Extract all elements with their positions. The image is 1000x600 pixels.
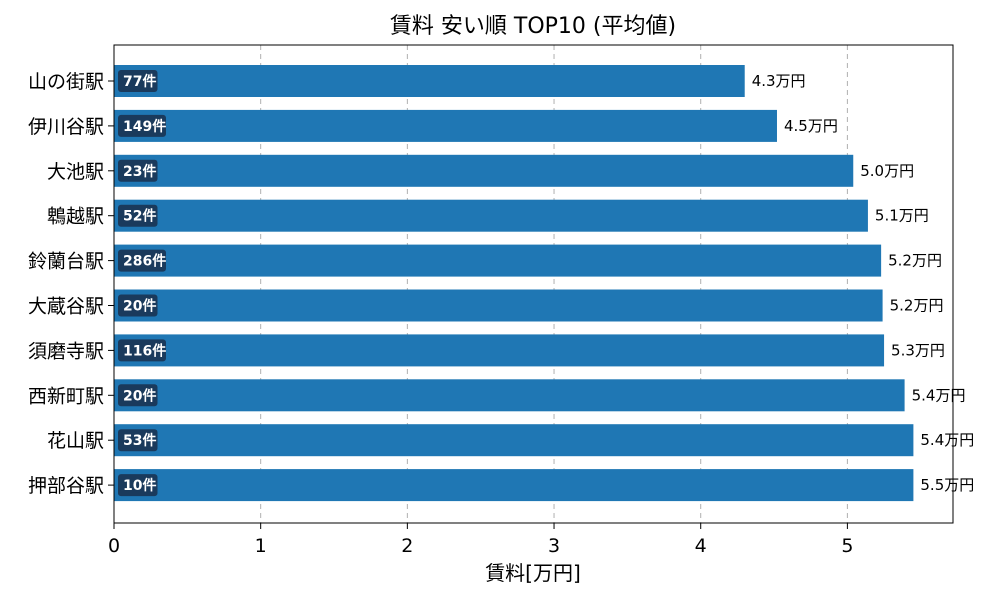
category-label-5: 鈴蘭台駅 bbox=[28, 251, 104, 273]
category-label-10: 押部谷駅 bbox=[28, 475, 104, 497]
bar-3 bbox=[114, 154, 854, 187]
category-label-9: 花山駅 bbox=[47, 430, 104, 452]
value-label-9: 5.4万円 bbox=[920, 431, 974, 449]
count-badge-3 bbox=[118, 159, 158, 182]
value-label-2: 4.5万円 bbox=[784, 117, 838, 135]
x-axis: 0 1 2 3 4 5 bbox=[108, 523, 853, 557]
value-label-5: 5.2万円 bbox=[888, 252, 942, 270]
x-tick-label-0: 0 bbox=[108, 535, 120, 557]
bar-8 bbox=[114, 379, 905, 412]
x-tick-label-3: 3 bbox=[548, 535, 560, 557]
category-label-1: 山の街駅 bbox=[28, 71, 104, 93]
chart-title: 賃料 安い順 TOP10 (平均値) bbox=[390, 14, 676, 39]
category-label-8: 西新町駅 bbox=[28, 385, 104, 407]
value-label-1: 4.3万円 bbox=[752, 72, 806, 90]
x-axis-label: 賃料[万円] bbox=[485, 561, 581, 585]
count-badge-5 bbox=[118, 249, 166, 272]
value-label-4: 5.1万円 bbox=[875, 207, 929, 225]
count-badge-10 bbox=[118, 474, 158, 497]
category-label-3: 大池駅 bbox=[47, 161, 104, 183]
x-tick-label-2: 2 bbox=[401, 535, 413, 557]
count-badge-label-2: 149件 bbox=[123, 118, 166, 135]
count-badge-2 bbox=[118, 114, 166, 137]
x-tick-label-4: 4 bbox=[695, 535, 707, 557]
x-tick-label-5: 5 bbox=[841, 535, 853, 557]
bar-6 bbox=[114, 289, 883, 322]
count-badge-6 bbox=[118, 294, 158, 317]
count-badge-label-10: 10件 bbox=[123, 477, 156, 494]
count-badge-9 bbox=[118, 429, 158, 452]
count-badge-7 bbox=[118, 339, 166, 362]
count-badge-label-3: 23件 bbox=[123, 163, 156, 180]
count-badge-label-9: 53件 bbox=[123, 432, 156, 449]
bar-2 bbox=[114, 109, 777, 142]
bars: 4.3万円 77件 4.5万円 149件 5.0万円 23件 5.1万円 52件 5.2万円 28… bbox=[114, 65, 974, 502]
category-label-6: 大蔵谷駅 bbox=[28, 296, 104, 318]
value-label-10: 5.5万円 bbox=[920, 476, 974, 494]
value-label-3: 5.0万円 bbox=[860, 162, 914, 180]
count-badge-label-4: 52件 bbox=[123, 208, 156, 225]
bar-5 bbox=[114, 244, 882, 277]
bar-1 bbox=[114, 65, 745, 97]
category-label-2: 伊川谷駅 bbox=[28, 116, 104, 138]
count-badge-8 bbox=[118, 384, 158, 407]
category-label-4: 鵯越駅 bbox=[47, 206, 104, 228]
count-badge-label-6: 20件 bbox=[123, 298, 156, 315]
bar-4 bbox=[114, 199, 868, 232]
value-label-7: 5.3万円 bbox=[891, 341, 945, 359]
bar-9 bbox=[114, 424, 914, 457]
value-label-6: 5.2万円 bbox=[890, 297, 944, 315]
bar-7 bbox=[114, 334, 885, 367]
x-tick-label-1: 1 bbox=[255, 535, 267, 557]
bar-10 bbox=[114, 469, 914, 502]
value-label-8: 5.4万円 bbox=[912, 386, 966, 404]
count-badge-label-1: 77件 bbox=[123, 73, 156, 90]
count-badge-label-8: 20件 bbox=[123, 387, 156, 404]
count-badge-1 bbox=[118, 70, 158, 92]
plot-area-frame bbox=[113, 44, 954, 524]
category-label-7: 須磨寺駅 bbox=[28, 340, 104, 362]
count-badge-4 bbox=[118, 204, 158, 227]
count-badge-label-7: 116件 bbox=[123, 342, 166, 359]
count-badge-label-5: 286件 bbox=[123, 253, 166, 270]
